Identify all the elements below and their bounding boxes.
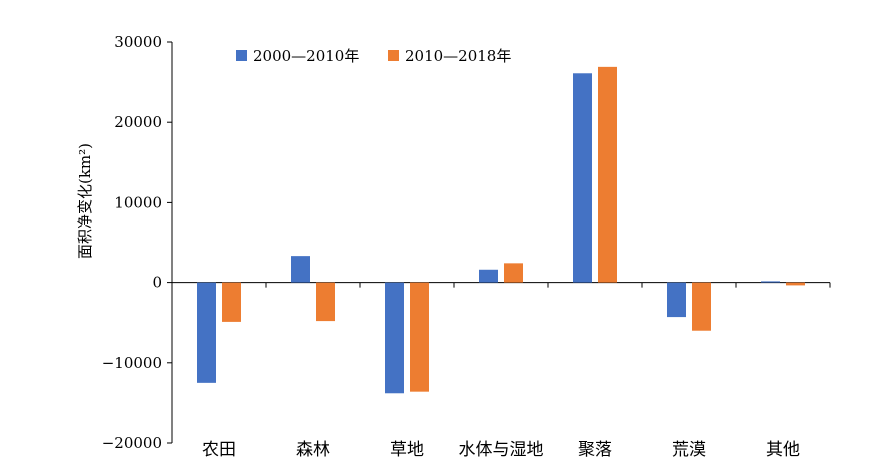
bar-2-5: [598, 66, 617, 283]
bar-2-4: [504, 263, 523, 283]
y-tick-label: −20000: [102, 434, 162, 452]
legend: 2000—2010年 2010—2018年: [236, 47, 511, 65]
legend-swatch: [388, 50, 399, 61]
category-label: 农田: [202, 440, 236, 460]
bar-1-6: [667, 282, 686, 318]
legend-swatch: [236, 50, 247, 61]
bar-1-7: [761, 281, 780, 283]
category-label: 森林: [296, 440, 330, 460]
legend-label: 2010—2018年: [405, 47, 511, 65]
bar-1-2: [291, 256, 310, 283]
category-label: 聚落: [578, 440, 612, 460]
y-axis-title-group: 面积净变化(km²): [76, 143, 94, 259]
bars: [197, 66, 805, 394]
category-label: 草地: [390, 440, 424, 460]
bar-2-7: [786, 282, 805, 286]
y-ticks: 30000 20000 10000 0 −10000 −20000: [102, 33, 172, 452]
bar-1-4: [479, 269, 498, 283]
category-labels: 农田 森林 草地 水体与湿地 聚落 荒漠 其他: [202, 440, 800, 460]
bar-2-2: [316, 282, 335, 322]
bar-2-6: [692, 282, 711, 331]
category-label: 荒漠: [672, 440, 706, 460]
bar-2-3: [410, 282, 429, 392]
bar-1-5: [573, 73, 592, 283]
bar-1-1: [197, 282, 216, 383]
legend-label: 2000—2010年: [253, 47, 359, 65]
category-label: 其他: [766, 440, 800, 460]
y-axis-title: 面积净变化(km²): [76, 143, 94, 259]
y-tick-label: −10000: [102, 354, 162, 372]
y-tick-label: 30000: [114, 33, 162, 51]
bar-2-1: [222, 282, 241, 322]
y-tick-label: 20000: [114, 113, 162, 131]
category-label: 水体与湿地: [459, 440, 544, 460]
bar-1-3: [385, 282, 404, 394]
y-tick-label: 0: [152, 274, 162, 292]
x-category-ticks: [171, 282, 831, 288]
y-tick-label: 10000: [114, 193, 162, 211]
